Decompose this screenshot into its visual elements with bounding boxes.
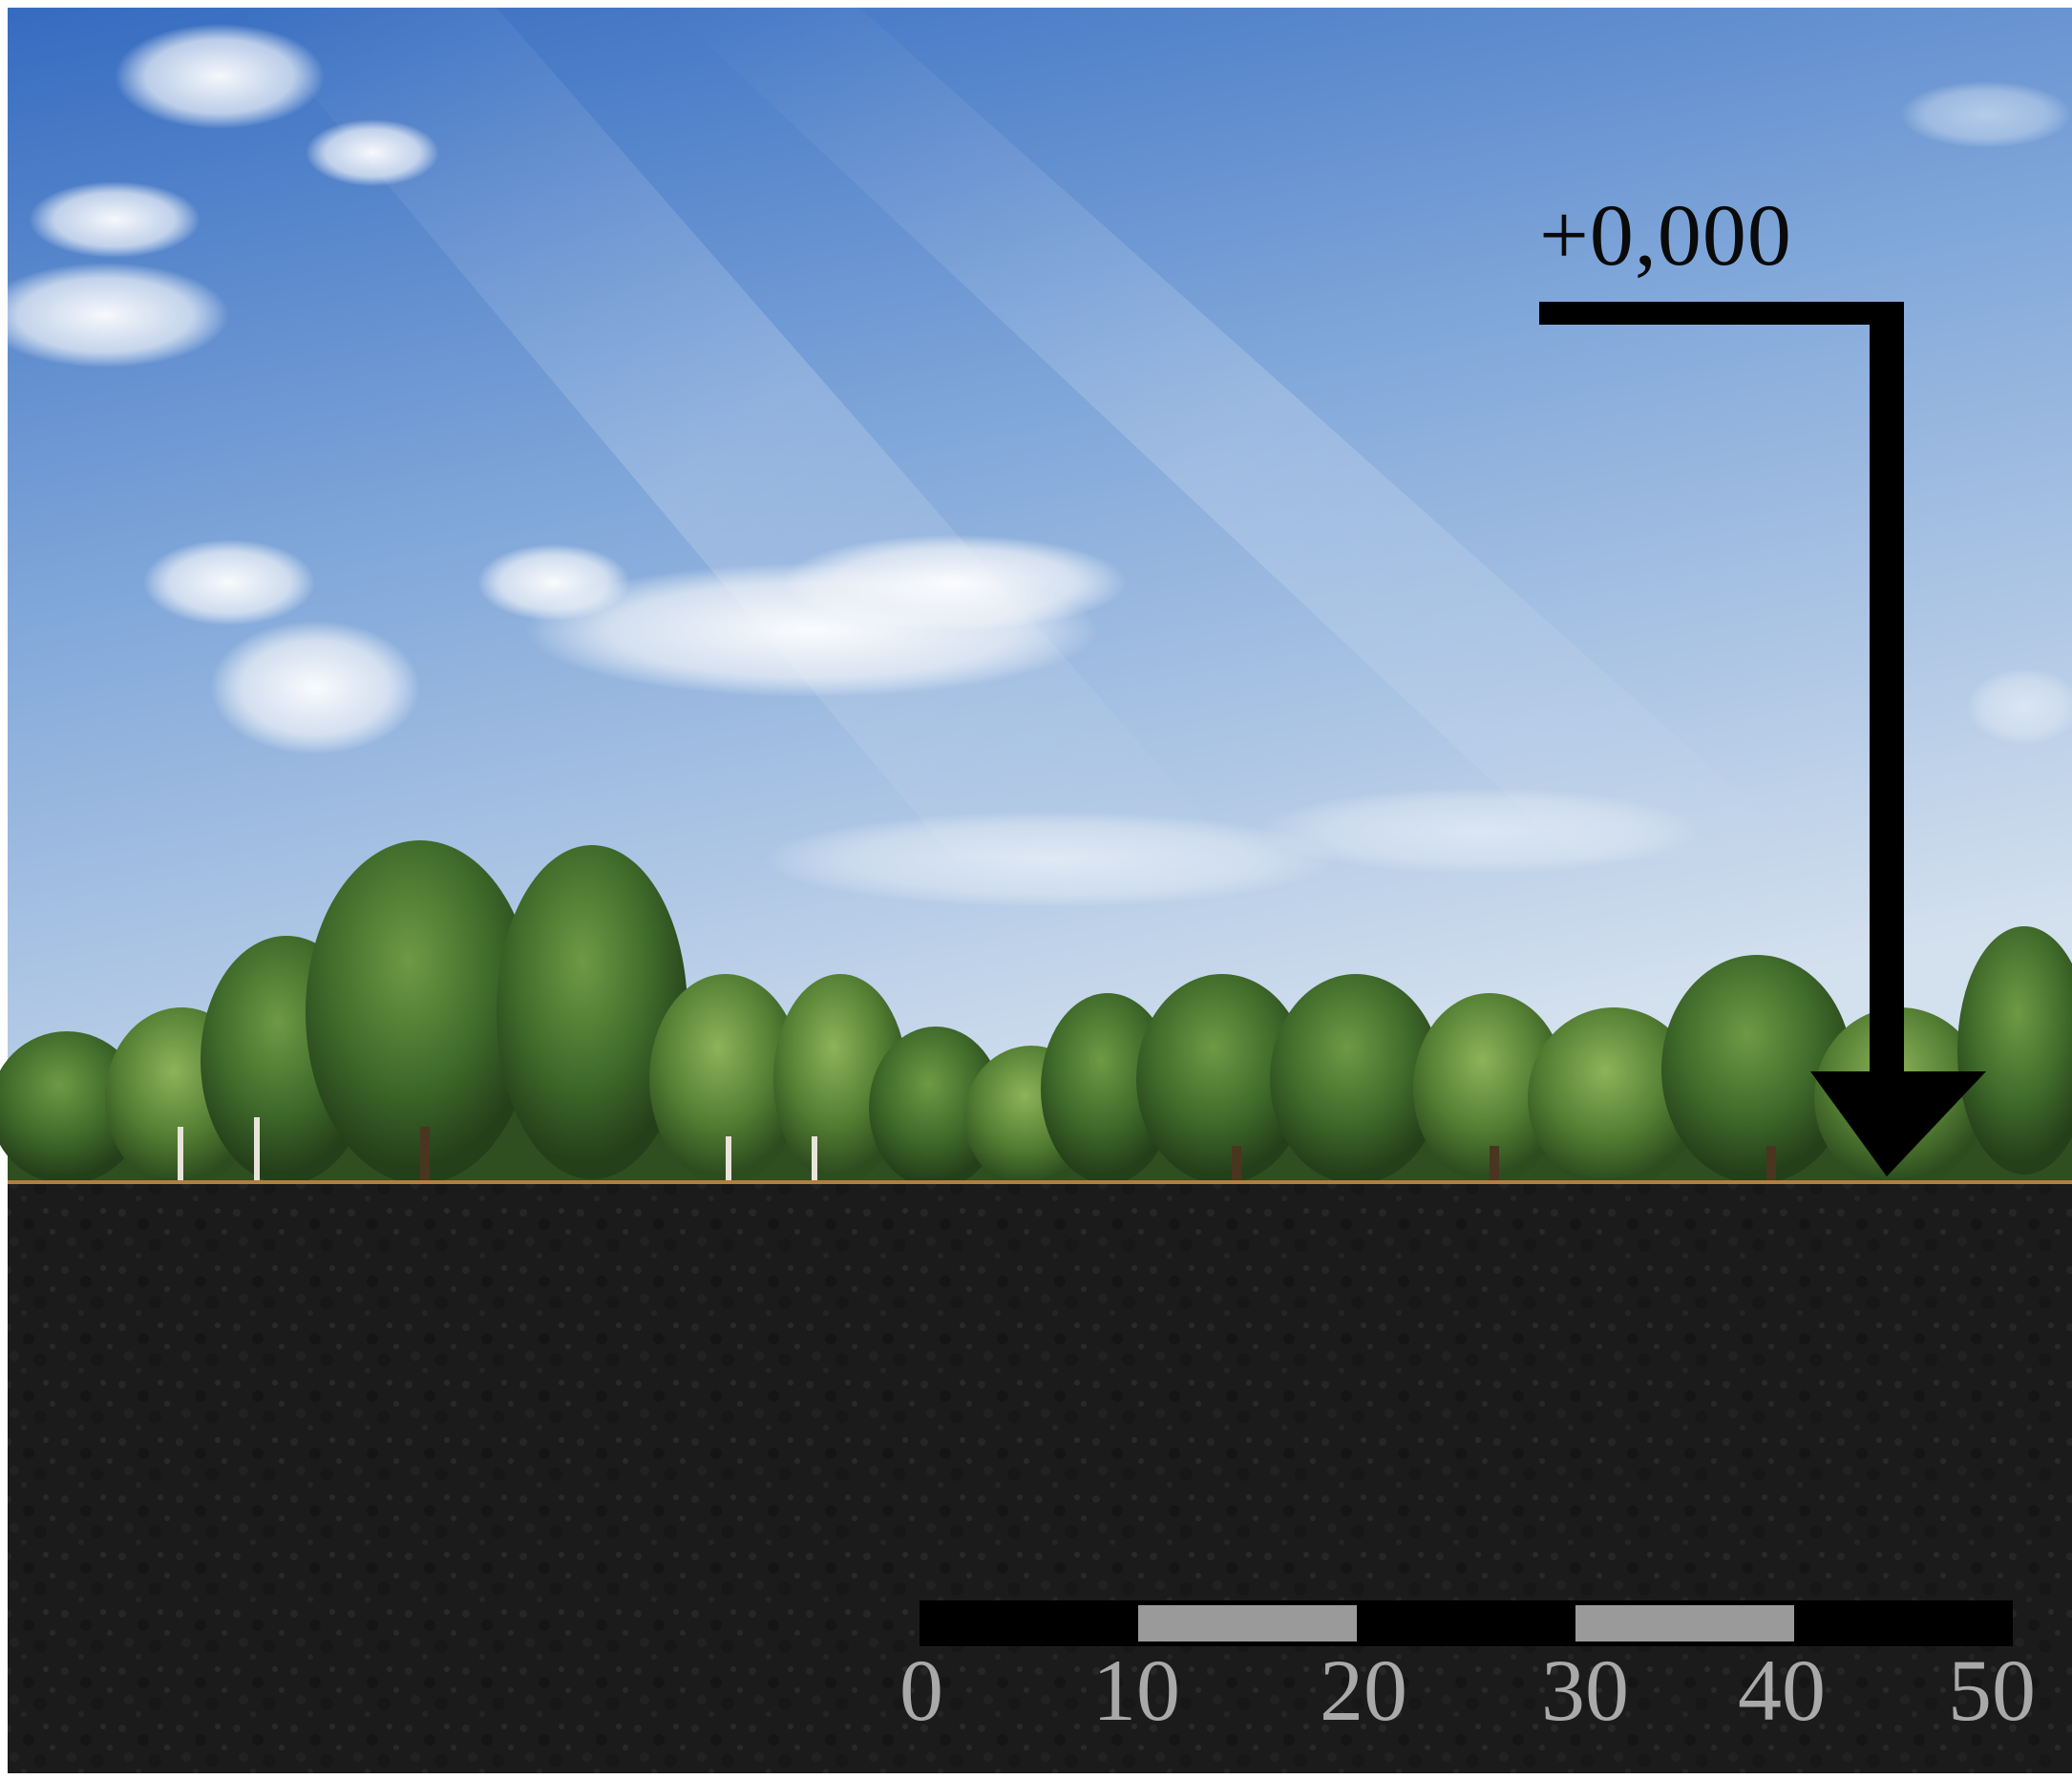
scale-segment-40-50	[1794, 1600, 2013, 1646]
tree-line	[0, 840, 2072, 1189]
scale-segment-0-10	[920, 1600, 1138, 1646]
scale-segment-30-40	[1575, 1605, 1794, 1641]
scale-tick-label: 50	[1948, 1641, 2036, 1739]
soil-section	[8, 1184, 2072, 1773]
scale-tick-label: 40	[1738, 1641, 1826, 1739]
clouds	[0, 24, 2072, 907]
scale-tick-label: 20	[1320, 1641, 1407, 1739]
ground-line	[8, 1180, 2072, 1185]
scale-segment-20-30	[1357, 1600, 1575, 1646]
sky-streak	[668, 8, 1814, 859]
elevation-label: +0,000	[1539, 186, 1792, 284]
scale-tick-label: 30	[1541, 1641, 1629, 1739]
scale-tick-label: 10	[1092, 1641, 1180, 1739]
elevation-arrow	[1539, 302, 1986, 1176]
scale-tick-label: 0	[899, 1641, 943, 1739]
scale-bar	[920, 1600, 2013, 1646]
scale-segment-10-20	[1138, 1605, 1357, 1641]
